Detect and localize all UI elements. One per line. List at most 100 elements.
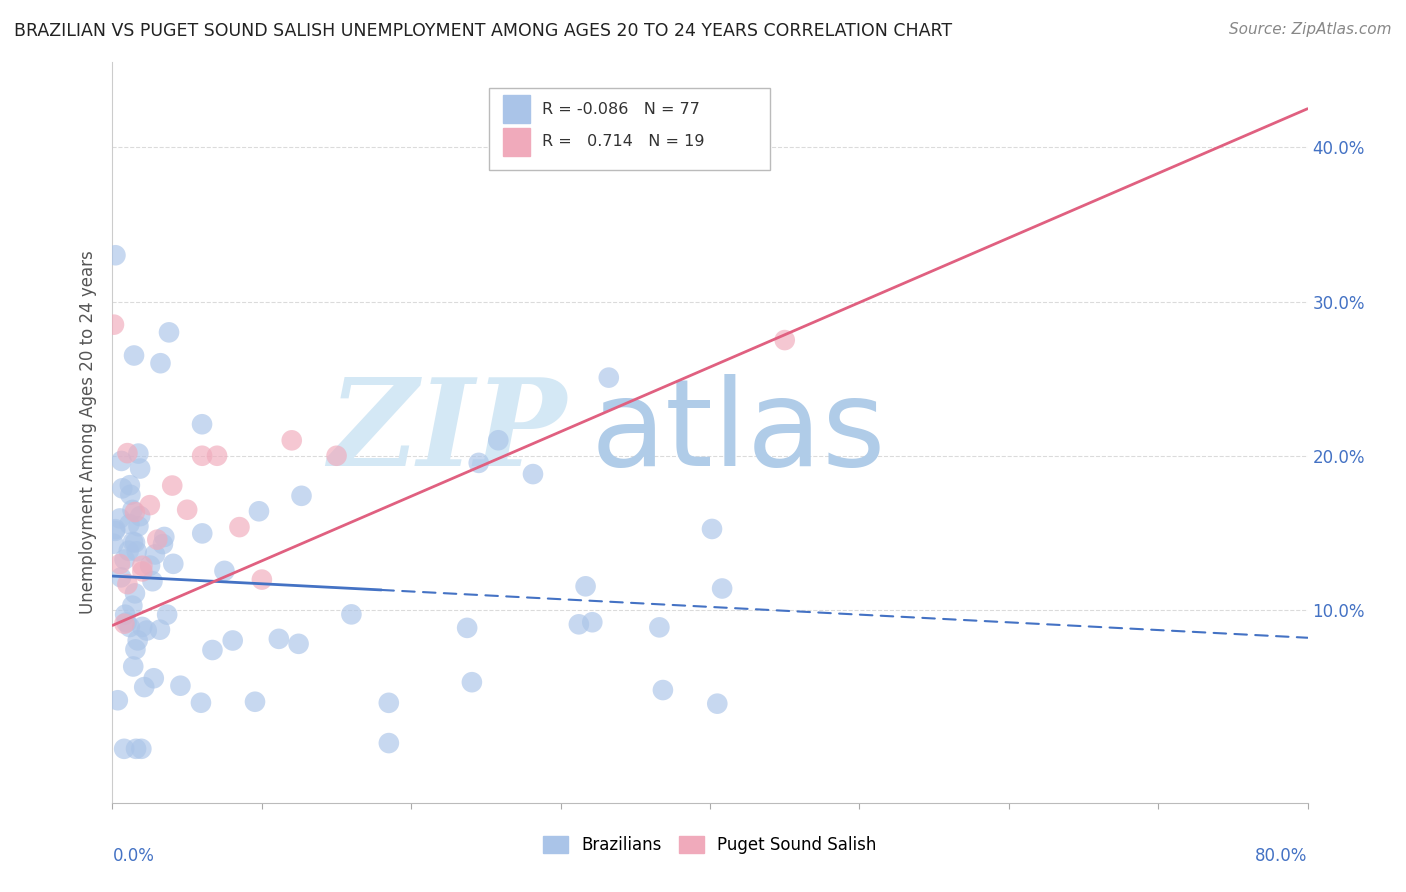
- Point: [648, 620, 671, 634]
- Point: [125, 544, 148, 558]
- Point: [162, 557, 184, 571]
- Point: [281, 434, 304, 448]
- Point: [108, 511, 131, 525]
- Point: [103, 537, 125, 551]
- Point: [228, 520, 250, 534]
- Point: [522, 467, 544, 481]
- Point: [122, 659, 145, 673]
- Point: [117, 577, 139, 591]
- Point: [117, 446, 139, 460]
- Point: [139, 498, 162, 512]
- Point: [124, 505, 146, 519]
- Point: [191, 526, 214, 541]
- Text: BRAZILIAN VS PUGET SOUND SALISH UNEMPLOYMENT AMONG AGES 20 TO 24 YEARS CORRELATI: BRAZILIAN VS PUGET SOUND SALISH UNEMPLOY…: [14, 22, 952, 40]
- Point: [118, 620, 141, 634]
- Point: [773, 333, 796, 347]
- Point: [127, 519, 149, 533]
- Text: atlas: atlas: [591, 374, 886, 491]
- Point: [124, 642, 146, 657]
- Point: [124, 535, 146, 549]
- Point: [486, 434, 509, 448]
- Point: [157, 326, 180, 340]
- Point: [190, 696, 212, 710]
- Point: [146, 533, 169, 547]
- Point: [139, 558, 162, 573]
- Point: [104, 522, 127, 536]
- Point: [700, 522, 723, 536]
- Text: Source: ZipAtlas.com: Source: ZipAtlas.com: [1229, 22, 1392, 37]
- Point: [290, 489, 312, 503]
- Point: [114, 607, 136, 622]
- Point: [568, 617, 591, 632]
- Point: [127, 447, 149, 461]
- Text: R =   0.714   N = 19: R = 0.714 N = 19: [541, 134, 704, 149]
- Point: [149, 356, 172, 370]
- Point: [176, 502, 198, 516]
- FancyBboxPatch shape: [489, 88, 770, 169]
- Point: [122, 535, 145, 549]
- Point: [456, 621, 478, 635]
- Point: [127, 633, 149, 648]
- Point: [340, 607, 363, 622]
- Point: [706, 697, 728, 711]
- Point: [378, 696, 401, 710]
- Point: [191, 417, 214, 432]
- Point: [129, 509, 152, 524]
- Point: [598, 370, 620, 384]
- Text: ZIP: ZIP: [329, 374, 567, 491]
- Point: [143, 548, 166, 562]
- Point: [115, 615, 138, 630]
- Point: [250, 573, 273, 587]
- Point: [131, 558, 153, 573]
- Point: [121, 599, 143, 613]
- Point: [104, 524, 127, 538]
- Y-axis label: Unemployment Among Ages 20 to 24 years: Unemployment Among Ages 20 to 24 years: [79, 251, 97, 615]
- Point: [111, 481, 134, 495]
- Point: [110, 570, 132, 584]
- Point: [108, 557, 131, 571]
- Point: [118, 517, 141, 532]
- Point: [214, 564, 236, 578]
- Point: [711, 582, 734, 596]
- Point: [153, 530, 176, 544]
- Point: [141, 574, 163, 589]
- Point: [205, 449, 228, 463]
- Text: 80.0%: 80.0%: [1256, 847, 1308, 865]
- Bar: [503, 128, 530, 156]
- Point: [287, 637, 309, 651]
- Point: [114, 616, 135, 631]
- Point: [247, 504, 270, 518]
- Point: [243, 695, 266, 709]
- Point: [112, 741, 135, 756]
- Point: [121, 503, 143, 517]
- Point: [169, 679, 191, 693]
- Point: [156, 607, 179, 622]
- Point: [114, 552, 136, 566]
- Point: [378, 736, 401, 750]
- Point: [468, 456, 491, 470]
- Point: [131, 620, 153, 634]
- Point: [107, 693, 129, 707]
- Point: [110, 454, 132, 468]
- Point: [120, 488, 142, 502]
- Point: [131, 741, 153, 756]
- Point: [142, 671, 165, 685]
- Text: R = -0.086   N = 77: R = -0.086 N = 77: [541, 102, 699, 117]
- Point: [103, 318, 125, 332]
- Legend: Brazilians, Puget Sound Salish: Brazilians, Puget Sound Salish: [537, 830, 883, 861]
- Point: [149, 623, 172, 637]
- Point: [124, 586, 146, 600]
- Point: [118, 478, 141, 492]
- Point: [201, 643, 224, 657]
- Point: [461, 675, 484, 690]
- Point: [122, 349, 145, 363]
- Point: [267, 632, 290, 646]
- Point: [104, 248, 127, 262]
- Point: [125, 741, 148, 756]
- Point: [191, 449, 214, 463]
- Point: [134, 680, 156, 694]
- Bar: [503, 95, 530, 123]
- Point: [135, 624, 157, 638]
- Point: [574, 579, 596, 593]
- Point: [152, 537, 174, 551]
